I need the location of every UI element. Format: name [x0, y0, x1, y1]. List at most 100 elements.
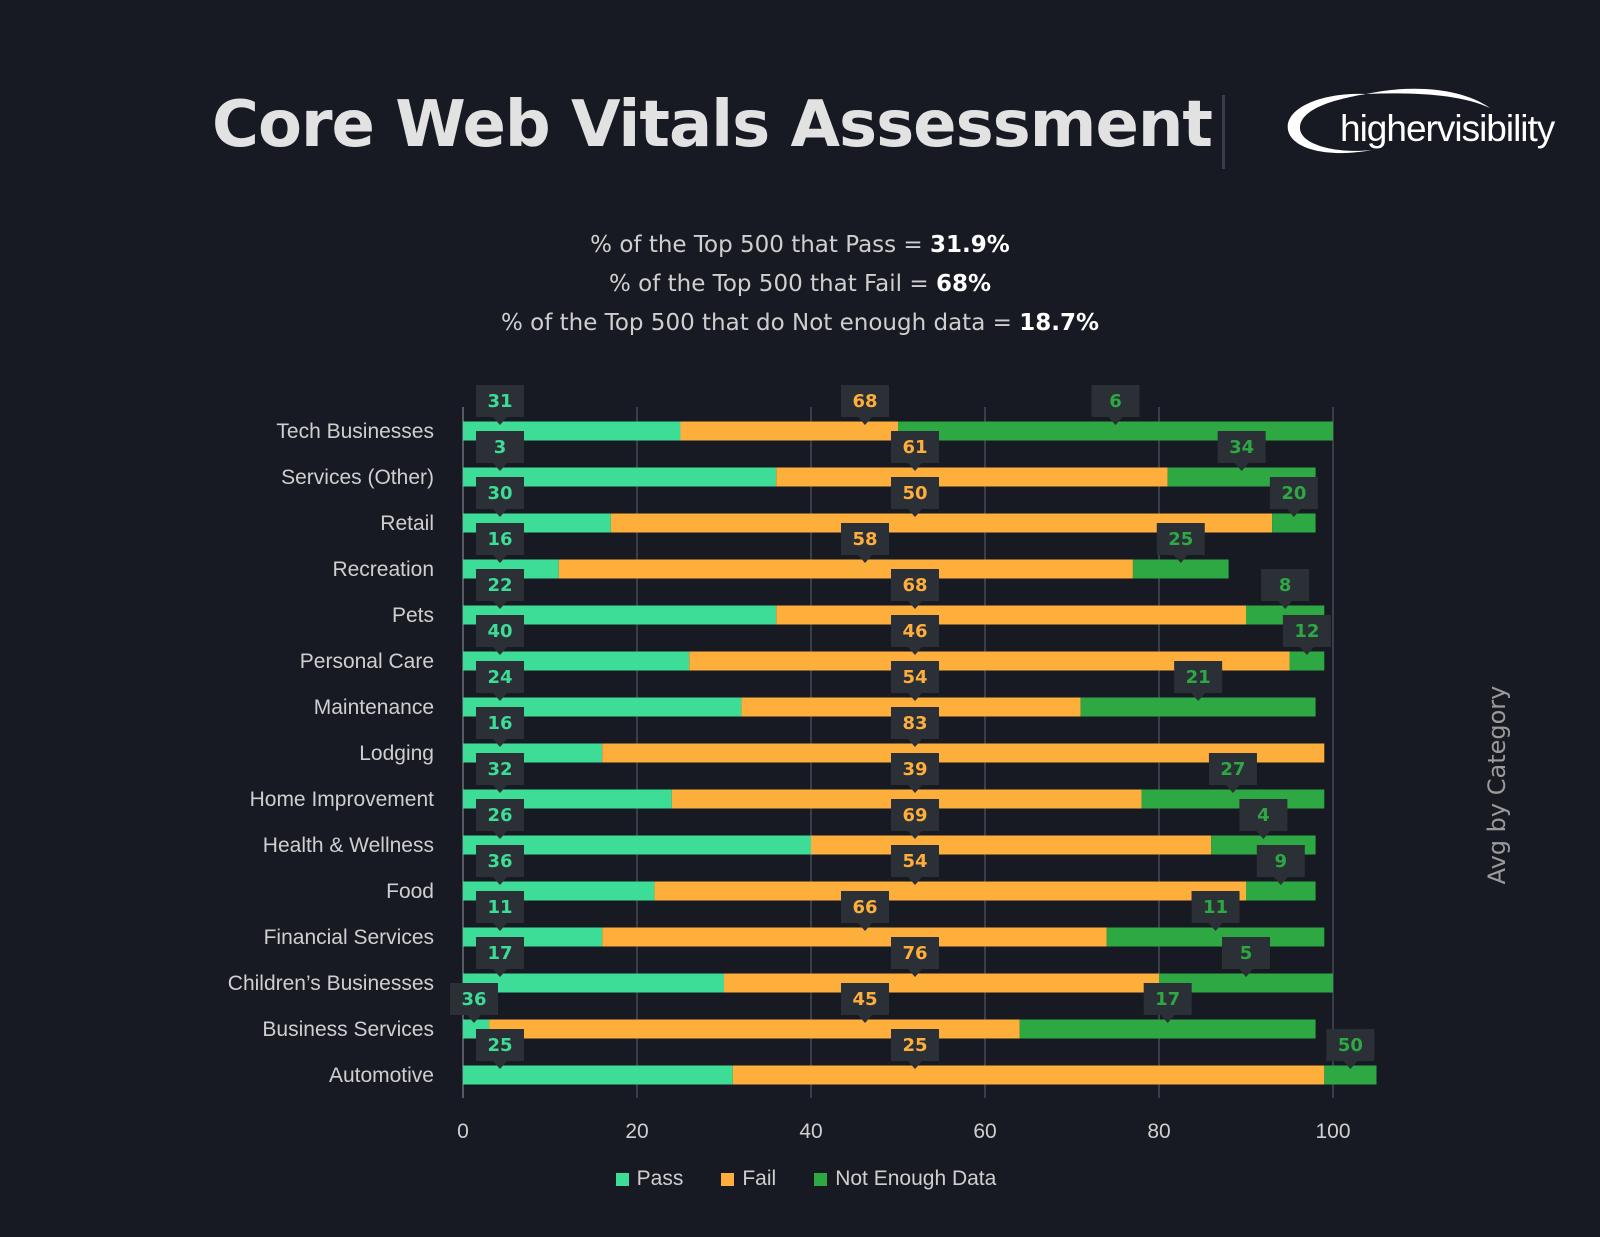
callout-badge-fail-food	[891, 845, 939, 885]
callout-badge-pass-financial-services	[476, 891, 524, 931]
header-divider	[1222, 95, 1225, 169]
bar-fail-pets	[776, 605, 1246, 625]
data-label-fail-children-s-businesses: 76	[902, 943, 927, 964]
callout-badge-fail-financial-services	[841, 891, 889, 931]
data-label-ned-maintenance: 21	[1186, 667, 1211, 688]
callout-badge-fail-children-s-businesses	[891, 937, 939, 977]
callout-badge-pass-tech-businesses	[476, 385, 524, 425]
bar-fail-business-services	[489, 1019, 1020, 1039]
callout-badge-ned-health-wellness	[1239, 799, 1288, 839]
callout-badge-pass-recreation	[476, 523, 524, 563]
bar-fail-automotive	[732, 1065, 1325, 1085]
callout-badge-pass-personal-care	[476, 615, 524, 655]
category-label-lodging: Lodging	[359, 742, 434, 765]
legend-swatch-fail	[721, 1172, 735, 1186]
data-label-fail-retail: 50	[902, 483, 927, 504]
bar-ned-business-services	[1019, 1019, 1316, 1039]
callout-badge-ned-financial-services	[1191, 891, 1240, 931]
bar-ned-food	[1246, 881, 1316, 901]
legend-item-fail: Fail	[709, 1167, 776, 1191]
category-label-maintenance: Maintenance	[314, 696, 434, 719]
callout-badge-fail-health-wellness	[891, 799, 939, 839]
bar-pass-children-s-businesses	[463, 973, 724, 993]
data-label-fail-recreation: 58	[852, 529, 877, 550]
data-label-ned-services-other: 34	[1229, 437, 1254, 458]
x-tick-label: 60	[973, 1120, 996, 1143]
data-label-fail-automotive: 25	[902, 1035, 927, 1056]
legend-item-pass: Pass	[604, 1167, 683, 1191]
callout-badge-pass-lodging	[476, 707, 524, 747]
data-label-pass-maintenance: 24	[487, 667, 512, 688]
category-label-personal-care: Personal Care	[300, 650, 434, 673]
stat-fail: % of the Top 500 that Fail = 68%	[608, 271, 991, 297]
callout-badge-ned-retail	[1269, 477, 1318, 517]
callout-badge-pass-pets	[476, 569, 524, 609]
side-axis-label: Avg by Category	[1483, 685, 1511, 885]
logo-text: highervisibility	[1340, 108, 1555, 149]
callout-badge-pass-maintenance	[476, 661, 524, 701]
data-label-ned-pets: 8	[1279, 575, 1292, 596]
bar-ned-automotive	[1324, 1065, 1377, 1085]
bar-ned-personal-care	[1289, 651, 1325, 671]
category-label-services-other: Services (Other)	[281, 466, 434, 489]
bar-ned-maintenance	[1080, 697, 1316, 717]
data-label-fail-personal-care: 46	[902, 621, 927, 642]
data-label-ned-personal-care: 12	[1294, 621, 1319, 642]
data-label-pass-business-services: 36	[461, 989, 486, 1010]
callout-badge-ned-maintenance	[1174, 661, 1223, 701]
data-label-pass-automotive: 25	[487, 1035, 512, 1056]
bar-fail-health-wellness	[811, 835, 1212, 855]
data-label-pass-personal-care: 40	[487, 621, 512, 642]
category-label-home-improvement: Home Improvement	[250, 788, 435, 811]
data-label-ned-automotive: 50	[1338, 1035, 1363, 1056]
callout-badge-ned-business-services	[1143, 983, 1192, 1023]
bar-pass-health-wellness	[463, 835, 811, 855]
bar-fail-food	[654, 881, 1246, 901]
data-label-pass-food: 36	[487, 851, 512, 872]
data-label-pass-children-s-businesses: 17	[487, 943, 512, 964]
data-label-ned-business-services: 17	[1155, 989, 1180, 1010]
category-label-automotive: Automotive	[329, 1064, 434, 1087]
category-label-tech-businesses: Tech Businesses	[276, 420, 434, 443]
callout-badge-ned-home-improvement	[1208, 753, 1257, 793]
callout-badge-fail-personal-care	[891, 615, 939, 655]
data-label-pass-retail: 30	[487, 483, 512, 504]
category-label-children-s-businesses: Children’s Businesses	[228, 972, 434, 995]
callout-badge-ned-automotive	[1326, 1029, 1375, 1069]
callout-badge-pass-business-services	[450, 983, 498, 1023]
data-label-fail-home-improvement: 39	[902, 759, 927, 780]
x-tick-label: 0	[457, 1120, 469, 1143]
bar-pass-services-other	[463, 467, 777, 487]
callout-badge-fail-automotive	[891, 1029, 939, 1069]
x-tick-label: 20	[625, 1120, 648, 1143]
data-label-fail-services-other: 61	[902, 437, 927, 458]
stat-pass: % of the Top 500 that Pass = 31.9%	[590, 232, 1010, 258]
page-title: Core Web Vitals Assessment	[212, 88, 1213, 162]
bar-fail-tech-businesses	[680, 421, 898, 441]
callout-badge-fail-recreation	[841, 523, 889, 563]
bar-fail-recreation	[558, 559, 1133, 579]
bar-fail-financial-services	[602, 927, 1107, 947]
chart-legend: Pass Fail Not Enough Data	[0, 1167, 1600, 1191]
data-label-pass-pets: 22	[487, 575, 512, 596]
callout-badge-pass-automotive	[476, 1029, 524, 1069]
bar-fail-services-other	[776, 467, 1168, 487]
legend-swatch-pass	[615, 1172, 629, 1186]
bar-pass-pets	[463, 605, 777, 625]
data-label-fail-lodging: 83	[902, 713, 927, 734]
bar-ned-recreation	[1132, 559, 1229, 579]
data-label-pass-financial-services: 11	[487, 897, 512, 918]
callout-badge-fail-retail	[891, 477, 939, 517]
data-label-ned-recreation: 25	[1168, 529, 1193, 550]
x-tick-label: 80	[1147, 1120, 1170, 1143]
category-label-recreation: Recreation	[332, 558, 434, 581]
callout-badge-pass-food	[476, 845, 524, 885]
callout-badge-fail-pets	[891, 569, 939, 609]
callout-badge-ned-food	[1256, 845, 1305, 885]
callout-badge-pass-retail	[476, 477, 524, 517]
callout-badge-fail-home-improvement	[891, 753, 939, 793]
callout-badge-pass-children-s-businesses	[476, 937, 524, 977]
logo-swoosh-icon	[1287, 88, 1490, 154]
category-label-food: Food	[386, 880, 434, 903]
category-label-retail: Retail	[380, 512, 434, 535]
